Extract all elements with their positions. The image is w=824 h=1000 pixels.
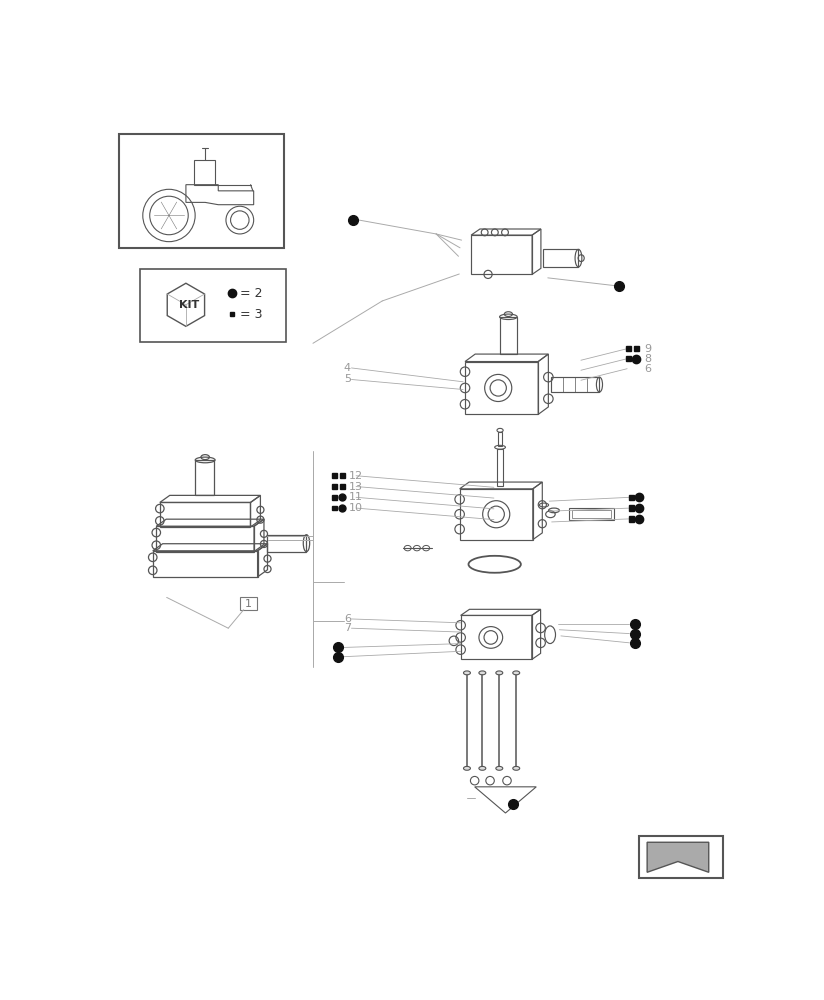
Polygon shape (647, 842, 709, 872)
Bar (465, 362, 538, 414)
Bar (626, 346, 631, 351)
Text: 11: 11 (349, 492, 363, 502)
Text: 6: 6 (344, 614, 351, 624)
Ellipse shape (513, 671, 520, 675)
Bar (573, 510, 611, 518)
Ellipse shape (496, 671, 503, 675)
Bar (340, 484, 344, 489)
Bar (471, 235, 532, 274)
Bar (152, 551, 258, 577)
Ellipse shape (479, 766, 486, 770)
Bar (230, 312, 234, 316)
Bar (119, 134, 284, 248)
Text: 8: 8 (644, 354, 651, 364)
Text: = 2: = 2 (240, 287, 262, 300)
Bar (543, 249, 578, 267)
Bar (240, 597, 257, 610)
Text: 4: 4 (344, 363, 351, 373)
Bar (194, 460, 214, 495)
Bar (550, 377, 600, 392)
Text: 10: 10 (349, 503, 363, 513)
Text: 9: 9 (644, 344, 651, 354)
Ellipse shape (496, 766, 503, 770)
Bar (332, 506, 337, 510)
Bar (639, 836, 723, 878)
Bar (626, 356, 631, 361)
Text: KIT: KIT (179, 300, 199, 310)
Bar (332, 495, 337, 500)
Bar (629, 516, 634, 522)
Bar (499, 317, 517, 354)
Bar (629, 505, 634, 511)
Ellipse shape (513, 766, 520, 770)
Text: 7: 7 (344, 623, 351, 633)
Text: 1: 1 (245, 599, 252, 609)
Bar (634, 346, 639, 351)
Text: 12: 12 (349, 471, 363, 481)
Text: 6: 6 (644, 364, 651, 374)
Bar (268, 535, 307, 552)
Bar (340, 473, 344, 478)
Ellipse shape (479, 671, 486, 675)
Bar (157, 526, 254, 552)
Bar (332, 473, 337, 478)
Ellipse shape (463, 766, 471, 770)
Bar (160, 502, 250, 527)
Bar (460, 489, 533, 540)
Text: 5: 5 (344, 374, 351, 384)
Bar (498, 432, 503, 446)
Bar (461, 615, 531, 659)
Bar (332, 484, 337, 489)
Ellipse shape (463, 671, 471, 675)
Bar (569, 508, 614, 520)
Text: = 3: = 3 (240, 308, 262, 321)
Bar (629, 495, 634, 500)
Bar (497, 449, 503, 486)
Bar (140, 269, 286, 342)
Text: 13: 13 (349, 482, 363, 492)
